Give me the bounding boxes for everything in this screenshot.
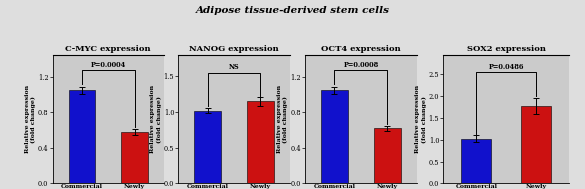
Text: NS: NS <box>229 63 239 71</box>
Bar <box>521 106 551 183</box>
Point <box>257 111 264 113</box>
Point <box>131 93 138 96</box>
Point <box>204 111 211 113</box>
Bar <box>321 90 347 183</box>
Point <box>473 139 480 141</box>
Bar <box>247 101 274 183</box>
Bar <box>462 139 491 183</box>
Title: NANOG expression: NANOG expression <box>189 45 279 53</box>
Bar <box>68 90 95 183</box>
Bar <box>194 111 221 183</box>
Text: Adipose tissue-derived stem cells: Adipose tissue-derived stem cells <box>195 6 390 15</box>
Text: P=0.0004: P=0.0004 <box>91 61 126 69</box>
Y-axis label: Relative expression
(fold change): Relative expression (fold change) <box>415 85 426 153</box>
Y-axis label: Relative expression
(fold change): Relative expression (fold change) <box>277 85 288 153</box>
Text: P=0.0008: P=0.0008 <box>343 61 378 69</box>
Y-axis label: Relative expression
(fold change): Relative expression (fold change) <box>150 85 161 153</box>
Point <box>331 93 338 96</box>
Y-axis label: Relative expression
(fold change): Relative expression (fold change) <box>25 85 36 153</box>
Point <box>384 93 391 96</box>
Bar <box>374 128 401 183</box>
Title: SOX2 expression: SOX2 expression <box>467 45 546 53</box>
Text: P=0.0486: P=0.0486 <box>488 63 524 71</box>
Point <box>78 93 85 96</box>
Title: OCT4 expression: OCT4 expression <box>321 45 401 53</box>
Bar <box>122 132 148 183</box>
Title: C-MYC expression: C-MYC expression <box>66 45 151 53</box>
Point <box>533 139 540 141</box>
